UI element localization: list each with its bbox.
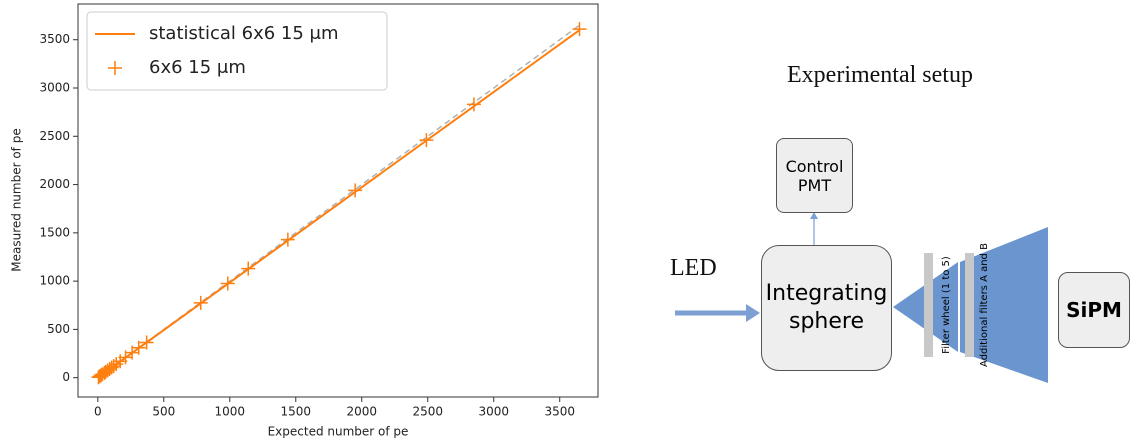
marker — [220, 276, 235, 291]
x-tick-label: 3000 — [478, 405, 509, 419]
marker — [466, 97, 481, 112]
marker — [572, 22, 587, 37]
integrating-sphere: Integrating sphere — [761, 245, 892, 371]
x-tick-label: 2500 — [412, 405, 443, 419]
control-pmt: Control PMT — [776, 138, 853, 213]
filter-wheel-label: Filter wheel (1 to 5) — [941, 256, 952, 354]
y-tick-label: 500 — [47, 322, 70, 336]
y-tick-label: 2000 — [39, 177, 70, 191]
series-line — [97, 29, 581, 379]
marker — [241, 261, 256, 276]
y-tick-label: 0 — [62, 370, 70, 384]
diagram: Filter wheel (1 to 5) Additional filters… — [675, 212, 1048, 383]
x-tick-label: 2000 — [346, 405, 377, 419]
legend-box — [86, 11, 388, 91]
arrow-head — [810, 212, 818, 219]
x-tick-label: 3500 — [544, 405, 575, 419]
y-tick-label: 1500 — [39, 225, 70, 239]
y-tick-label: 3500 — [39, 32, 70, 46]
x-tick-label: 0 — [94, 405, 102, 419]
filter-wheel — [924, 253, 933, 357]
chart: Expected number of pe Measured number of… — [10, 3, 599, 439]
legend-label: statistical 6x6 15 μm — [149, 23, 339, 44]
x-axis-label: Expected number of pe — [268, 425, 409, 439]
marker — [348, 183, 363, 198]
x-tick-label: 1500 — [280, 405, 311, 419]
marker — [131, 340, 146, 355]
diagram-title: Experimental setup — [787, 62, 973, 88]
additional-filters-label: Additional filters A and B — [979, 243, 990, 367]
beam — [960, 227, 1048, 383]
marker — [193, 295, 208, 310]
legend-marker — [108, 61, 122, 75]
sipm: SiPM — [1058, 272, 1130, 348]
led-label: LED — [670, 255, 717, 281]
plot-frame — [77, 3, 599, 398]
legend-label: 6x6 15 μm — [149, 57, 246, 78]
led-arrow-head — [746, 304, 760, 322]
x-tick-label: 1000 — [215, 405, 246, 419]
y-tick-label: 3000 — [39, 81, 70, 95]
marker — [419, 133, 434, 148]
marker — [139, 335, 154, 350]
y-tick-label: 2500 — [39, 129, 70, 143]
y-tick-label: 1000 — [39, 274, 70, 288]
y-axis-label: Measured number of pe — [10, 128, 24, 271]
additional-filters — [965, 253, 974, 357]
marker — [280, 232, 295, 247]
x-tick-label: 500 — [152, 405, 175, 419]
